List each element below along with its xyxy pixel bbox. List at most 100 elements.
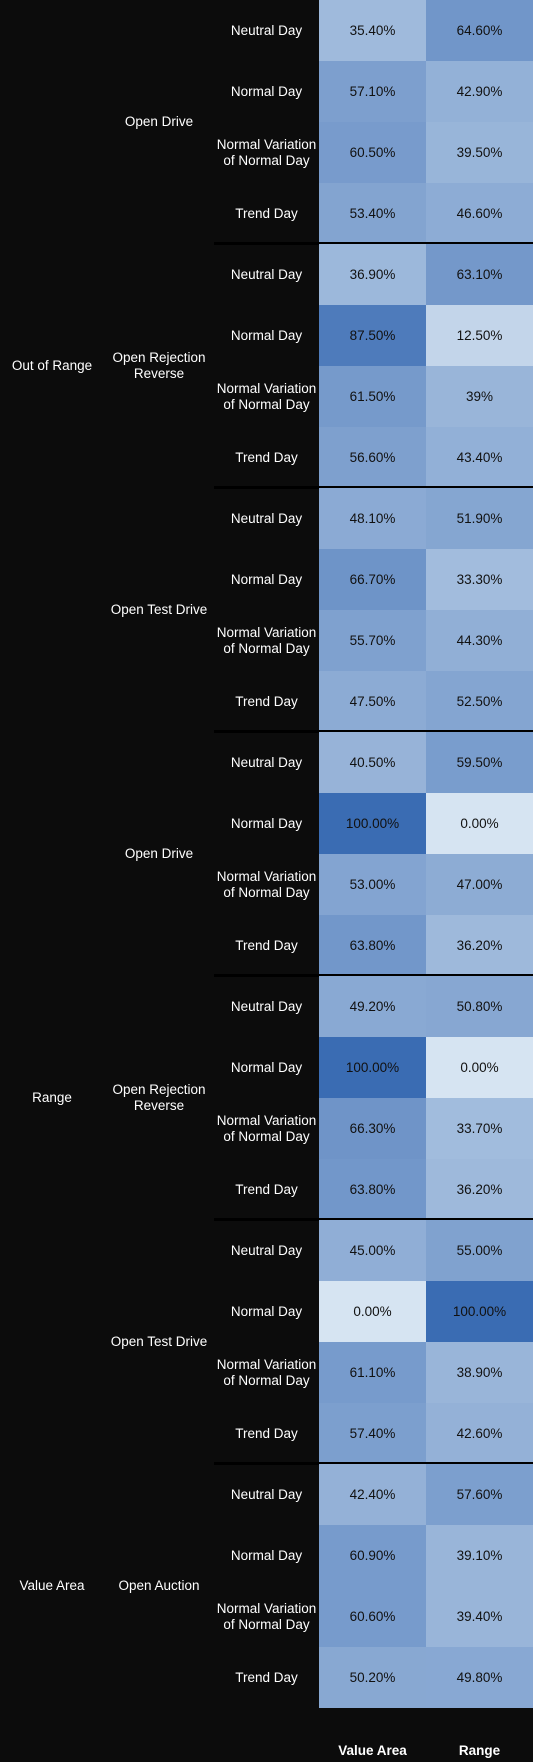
subgroup-separator [214,974,533,977]
row-label: Neutral Day [230,998,303,1014]
row-label: Trend Day [235,937,298,953]
heatmap-cell: 38.90% [426,1342,533,1403]
heatmap-cell: 66.30% [319,1098,426,1159]
heatmap-cell: 60.90% [319,1525,426,1586]
row-label: Trend Day [235,1425,298,1441]
heatmap-cell: 87.50% [319,305,426,366]
heatmap-cell: 51.90% [426,488,533,549]
row-label: Normal Variation of Normal Day [216,380,317,412]
heatmap-cell: 60.50% [319,122,426,183]
row-label: Normal Variation of Normal Day [216,1600,317,1632]
heatmap-cell: 52.50% [426,671,533,732]
subgroup-label: Open Rejection Reverse [112,350,206,381]
heatmap-cell: 39% [426,366,533,427]
row-label: Neutral Day [230,754,303,770]
heatmap-cell: 48.10% [319,488,426,549]
row-label: Normal Day [230,1059,303,1075]
column-header: Range [458,1742,501,1758]
heatmap-cell: 33.70% [426,1098,533,1159]
heatmap-cell: 36.20% [426,915,533,976]
row-label: Normal Variation of Normal Day [216,1112,317,1144]
heatmap-cell: 50.80% [426,976,533,1037]
row-label: Trend Day [235,1669,298,1685]
heatmap-cell: 35.40% [319,0,426,61]
heatmap-cell: 55.00% [426,1220,533,1281]
row-label: Normal Day [230,1303,303,1319]
subgroup-separator [214,242,533,245]
heatmap-cell: 39.40% [426,1586,533,1647]
heatmap-cell: 45.00% [319,1220,426,1281]
row-label: Neutral Day [230,510,303,526]
heatmap-cell: 44.30% [426,610,533,671]
heatmap-cell: 42.40% [319,1464,426,1525]
group-label: Out of Range [11,358,93,373]
heatmap-cell: 42.60% [426,1403,533,1464]
subgroup-separator [214,1462,533,1465]
heatmap-cell: 55.70% [319,610,426,671]
heatmap-cell: 57.10% [319,61,426,122]
heatmap-cell: 61.10% [319,1342,426,1403]
heatmap-cell: 39.10% [426,1525,533,1586]
row-label: Normal Variation of Normal Day [216,624,317,656]
heatmap-cell: 47.00% [426,854,533,915]
heatmap-cell: 60.60% [319,1586,426,1647]
heatmap-cell: 63.80% [319,1159,426,1220]
heatmap-cell: 43.40% [426,427,533,488]
row-label: Normal Day [230,327,303,343]
column-header: Value Area [338,1742,407,1758]
subgroup-separator [214,730,533,733]
heatmap-cell: 0.00% [426,1037,533,1098]
subgroup-separator [214,1218,533,1221]
heatmap-cell: 53.00% [319,854,426,915]
subgroup-separator [214,486,533,489]
heatmap-cell: 64.60% [426,0,533,61]
row-label: Neutral Day [230,1486,303,1502]
subgroup-label: Open Auction [118,1578,200,1593]
heatmap-cell: 0.00% [426,793,533,854]
heatmap-cell: 59.50% [426,732,533,793]
heatmap-cell: 42.90% [426,61,533,122]
heatmap-cell: 50.20% [319,1647,426,1708]
heatmap-cell: 12.50% [426,305,533,366]
row-label: Trend Day [235,693,298,709]
row-label: Normal Variation of Normal Day [216,1356,317,1388]
group-label: Range [32,1090,72,1105]
heatmap-cell: 46.60% [426,183,533,244]
subgroup-label: Open Rejection Reverse [112,1082,206,1113]
heatmap-cell: 100.00% [426,1281,533,1342]
row-label: Normal Day [230,1547,303,1563]
subgroup-label: Open Test Drive [110,1334,208,1349]
subgroup-label: Open Test Drive [110,602,208,617]
row-label: Neutral Day [230,266,303,282]
heatmap-cell: 39.50% [426,122,533,183]
row-label: Trend Day [235,449,298,465]
heatmap-cell: 63.10% [426,244,533,305]
heatmap-cell: 61.50% [319,366,426,427]
heatmap-cell: 63.80% [319,915,426,976]
heatmap-cell: 47.50% [319,671,426,732]
heatmap-cell: 53.40% [319,183,426,244]
row-label: Trend Day [235,205,298,221]
row-label: Neutral Day [230,22,303,38]
group-label: Value Area [19,1578,85,1593]
row-label: Normal Day [230,83,303,99]
row-label: Normal Day [230,815,303,831]
row-label: Normal Variation of Normal Day [216,868,317,900]
heatmap-cell: 57.40% [319,1403,426,1464]
heatmap-cell: 100.00% [319,793,426,854]
row-label: Trend Day [235,1181,298,1197]
heatmap-cell: 36.20% [426,1159,533,1220]
heatmap-cell: 100.00% [319,1037,426,1098]
row-label: Normal Variation of Normal Day [216,136,317,168]
subgroup-label: Open Drive [124,114,194,129]
heatmap-cell: 57.60% [426,1464,533,1525]
heatmap-cell: 66.70% [319,549,426,610]
heatmap-cell: 49.20% [319,976,426,1037]
heatmap-cell: 0.00% [319,1281,426,1342]
subgroup-label: Open Drive [124,846,194,861]
heatmap-cell: 49.80% [426,1647,533,1708]
heatmap-cell: 33.30% [426,549,533,610]
heatmap-cell: 36.90% [319,244,426,305]
heatmap-cell: 56.60% [319,427,426,488]
